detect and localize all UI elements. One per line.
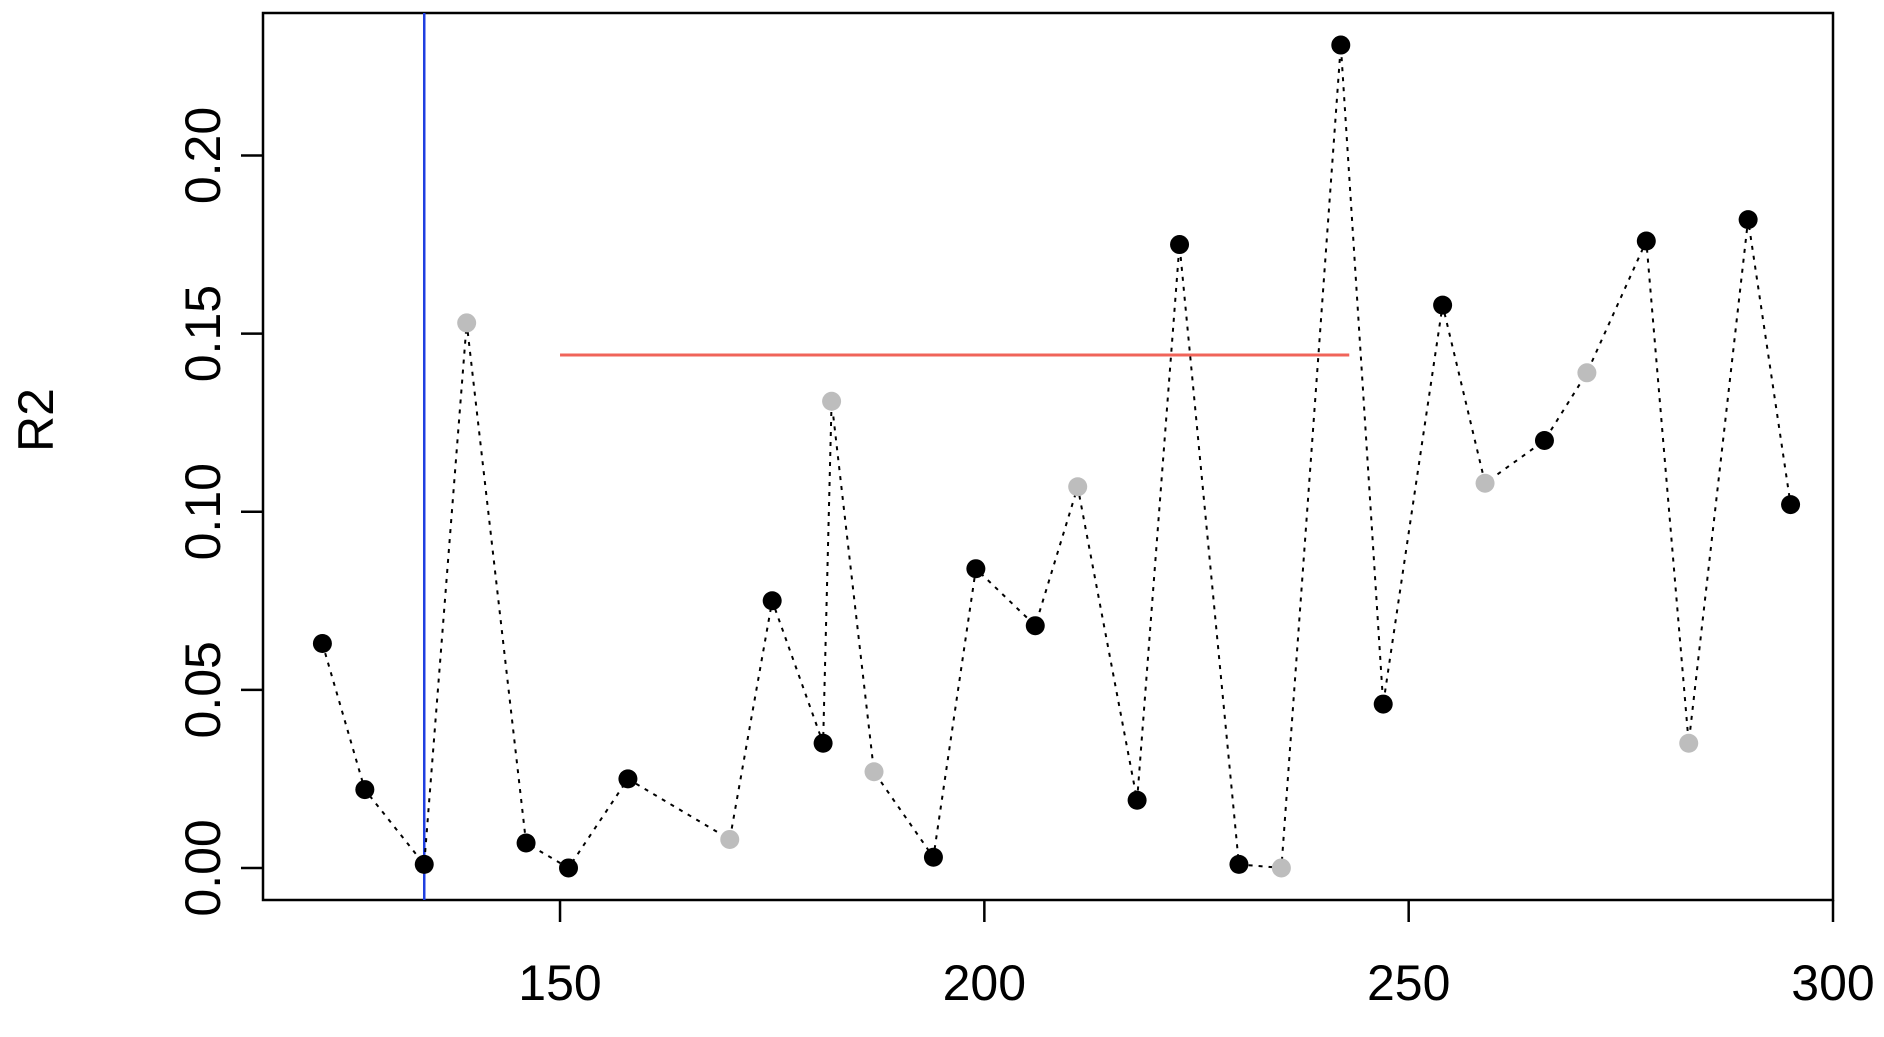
data-point xyxy=(355,780,375,800)
data-point xyxy=(762,591,782,611)
y-tick-label: 0.00 xyxy=(175,819,231,916)
data-point xyxy=(1068,477,1088,497)
data-point xyxy=(516,833,536,853)
data-point xyxy=(1373,694,1393,714)
y-axis: 0.00 0.05 0.10 0.15 0.20 xyxy=(175,107,263,917)
plot-frame xyxy=(261,11,1835,902)
data-point xyxy=(618,769,638,789)
data-point xyxy=(1781,495,1801,515)
data-points xyxy=(312,35,1801,878)
data-point xyxy=(864,762,884,782)
data-point xyxy=(1433,295,1453,315)
connector-line-group xyxy=(321,45,1792,870)
y-tick-label: 0.20 xyxy=(175,107,231,204)
data-point xyxy=(1679,733,1699,753)
data-point xyxy=(1271,858,1291,878)
data-point xyxy=(1025,616,1045,636)
x-tick-label: 150 xyxy=(518,955,601,1011)
y-tick-label: 0.10 xyxy=(175,463,231,560)
data-point xyxy=(1738,210,1758,230)
data-point xyxy=(1577,363,1597,383)
data-point xyxy=(559,858,579,878)
data-point xyxy=(414,854,434,874)
data-point xyxy=(1636,231,1656,251)
connector-line xyxy=(321,45,1792,870)
data-point xyxy=(813,733,833,753)
x-tick-label: 200 xyxy=(943,955,1026,1011)
x-axis: 150 200 250 300 xyxy=(518,900,1875,1011)
reference-lines xyxy=(422,13,1350,900)
x-tick-label: 300 xyxy=(1791,955,1874,1011)
data-point xyxy=(822,391,842,411)
y-tick-label: 0.05 xyxy=(175,641,231,738)
x-tick-label: 250 xyxy=(1367,955,1450,1011)
data-point xyxy=(720,829,740,849)
data-point xyxy=(923,847,943,867)
data-point xyxy=(1229,854,1249,874)
data-point xyxy=(1331,35,1351,55)
data-point xyxy=(1534,430,1554,450)
y-axis-label: R2 xyxy=(8,388,64,452)
data-point xyxy=(457,313,477,333)
data-point xyxy=(1170,235,1190,255)
data-point xyxy=(1475,473,1495,493)
data-point xyxy=(1127,790,1147,810)
data-point xyxy=(312,634,332,654)
data-point xyxy=(966,559,986,579)
y-tick-label: 0.15 xyxy=(175,285,231,382)
